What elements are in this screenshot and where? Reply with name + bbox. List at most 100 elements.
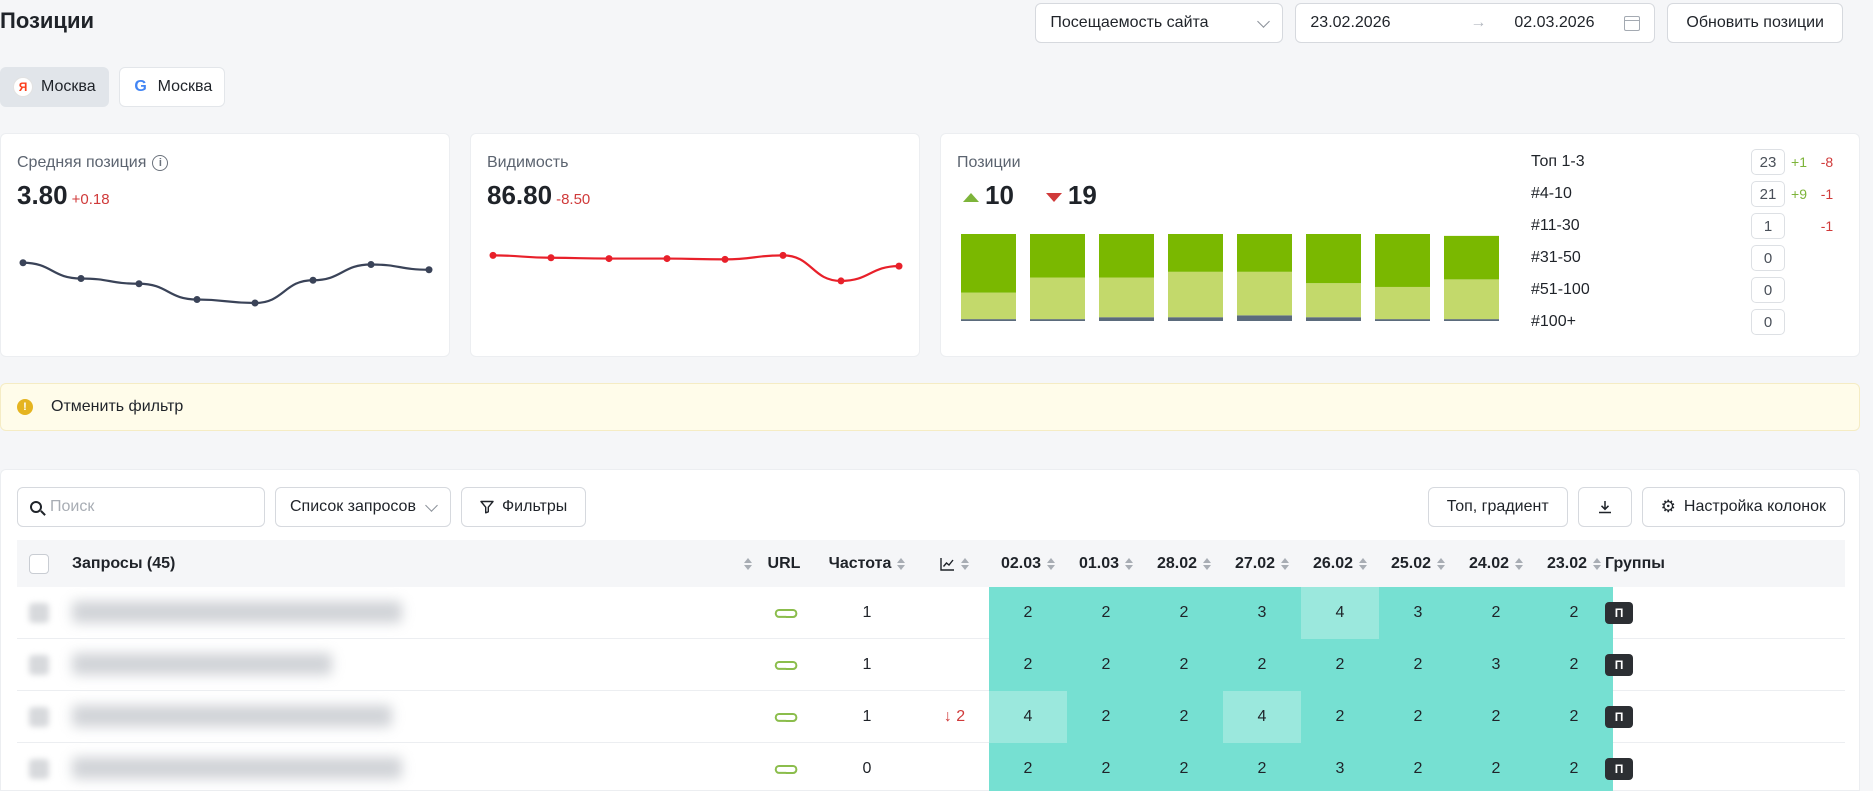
table-row[interactable]: ⊂⊃ 1 2 2 2 3 4 3 2 2 П xyxy=(17,587,1845,639)
distribution-row[interactable]: #100+ 0 xyxy=(1531,306,1841,338)
position-cell[interactable]: 2 xyxy=(1067,691,1145,743)
bar-segment-top3[interactable] xyxy=(961,234,1016,293)
query-text-redacted[interactable] xyxy=(72,705,392,727)
distribution-row[interactable]: #11-30 1 -1 xyxy=(1531,210,1841,242)
col-date[interactable]: 01.03 xyxy=(1067,540,1145,587)
group-badge[interactable]: П xyxy=(1605,758,1633,780)
sort-icon[interactable] xyxy=(1515,557,1524,570)
bar-segment-top3[interactable] xyxy=(1375,234,1430,287)
sort-icon[interactable] xyxy=(1593,557,1602,570)
sort-icon[interactable] xyxy=(1125,557,1134,570)
position-cell[interactable]: 2 xyxy=(1535,691,1613,743)
link-icon[interactable]: ⊂⊃ xyxy=(772,706,799,727)
refresh-positions-button[interactable]: Обновить позиции xyxy=(1667,3,1843,43)
date-range-picker[interactable]: 23.02.2026 → 02.03.2026 xyxy=(1295,3,1656,43)
query-list-select[interactable]: Список запросов xyxy=(275,487,451,527)
bar-segment-11-30[interactable] xyxy=(1030,319,1085,321)
position-cell[interactable]: 2 xyxy=(1145,587,1223,639)
date-from[interactable]: 23.02.2026 xyxy=(1310,14,1391,31)
sort-icon[interactable] xyxy=(1281,557,1290,570)
bar-segment-4-10[interactable] xyxy=(1375,286,1430,320)
avg-position-point[interactable] xyxy=(367,261,375,268)
visibility-point[interactable] xyxy=(895,262,903,270)
bar-segment-top3[interactable] xyxy=(1306,234,1361,284)
position-cell[interactable]: 2 xyxy=(989,639,1067,691)
select-all-checkbox[interactable] xyxy=(29,553,49,574)
position-cell[interactable]: 2 xyxy=(1067,743,1145,791)
sort-icon[interactable] xyxy=(1437,557,1446,570)
position-cell[interactable]: 4 xyxy=(1301,587,1379,639)
col-trend[interactable] xyxy=(927,540,982,587)
sort-icon[interactable] xyxy=(1047,557,1056,570)
row-checkbox[interactable] xyxy=(29,759,49,779)
bar-segment-11-30[interactable] xyxy=(1375,319,1430,321)
position-cell[interactable]: 4 xyxy=(1223,691,1301,743)
top-gradient-button[interactable]: Топ, градиент xyxy=(1427,487,1568,527)
bar-segment-top3[interactable] xyxy=(1030,234,1085,278)
sort-icon[interactable] xyxy=(744,557,752,570)
position-cell[interactable]: 2 xyxy=(1301,639,1379,691)
position-cell[interactable]: 2 xyxy=(1067,587,1145,639)
visibility-point[interactable] xyxy=(837,277,845,285)
info-icon[interactable]: i xyxy=(152,155,169,171)
table-row[interactable]: ⊂⊃ 0 2 2 2 2 3 2 2 2 П xyxy=(17,743,1845,791)
visibility-point[interactable] xyxy=(547,254,555,262)
position-cell[interactable]: 2 xyxy=(1379,639,1457,691)
position-cell[interactable]: 3 xyxy=(1457,639,1535,691)
bar-segment-11-30[interactable] xyxy=(1099,317,1154,321)
bar-segment-4-10[interactable] xyxy=(1030,277,1085,320)
bar-segment-11-30[interactable] xyxy=(1306,317,1361,321)
bar-segment-11-30[interactable] xyxy=(1168,317,1223,321)
position-cell[interactable]: 2 xyxy=(1379,691,1457,743)
position-cell[interactable]: 3 xyxy=(1223,587,1301,639)
position-cell[interactable]: 2 xyxy=(1223,639,1301,691)
row-checkbox[interactable] xyxy=(29,603,49,623)
region-tab-google[interactable]: G Москва xyxy=(118,67,226,107)
query-text-redacted[interactable] xyxy=(72,601,402,623)
position-cell[interactable]: 2 xyxy=(1535,743,1613,791)
bar-segment-4-10[interactable] xyxy=(1444,279,1499,320)
position-cell[interactable]: 2 xyxy=(1145,639,1223,691)
position-cell[interactable]: 3 xyxy=(1301,743,1379,791)
sort-icon[interactable] xyxy=(1359,557,1368,570)
avg-position-point[interactable] xyxy=(425,266,433,274)
avg-position-point[interactable] xyxy=(251,299,259,307)
col-date[interactable]: 02.03 xyxy=(989,540,1067,587)
link-icon[interactable]: ⊂⊃ xyxy=(772,602,799,623)
distribution-row[interactable]: #31-50 0 xyxy=(1531,242,1841,274)
bar-segment-4-10[interactable] xyxy=(1099,277,1154,318)
group-badge[interactable]: П xyxy=(1605,706,1633,728)
position-cell[interactable]: 2 xyxy=(1457,587,1535,639)
bar-segment-4-10[interactable] xyxy=(961,292,1016,320)
position-cell[interactable]: 2 xyxy=(1145,743,1223,791)
sort-icon[interactable] xyxy=(897,557,906,570)
bar-segment-4-10[interactable] xyxy=(1168,271,1223,318)
position-cell[interactable]: 2 xyxy=(1535,639,1613,691)
visibility-point[interactable] xyxy=(721,255,729,263)
bar-segment-top3[interactable] xyxy=(1444,235,1499,280)
position-cell[interactable]: 2 xyxy=(1457,743,1535,791)
column-settings-button[interactable]: ⚙ Настройка колонок xyxy=(1641,487,1845,527)
col-date[interactable]: 23.02 xyxy=(1535,540,1613,587)
position-cell[interactable]: 2 xyxy=(1145,691,1223,743)
col-date[interactable]: 27.02 xyxy=(1223,540,1301,587)
avg-position-point[interactable] xyxy=(193,296,201,303)
col-date[interactable]: 26.02 xyxy=(1301,540,1379,587)
bar-segment-4-10[interactable] xyxy=(1237,271,1292,316)
distribution-row[interactable]: #51-100 0 xyxy=(1531,274,1841,306)
col-query[interactable]: Запросы (45) xyxy=(72,540,752,587)
position-cell[interactable]: 2 xyxy=(1457,691,1535,743)
filters-button[interactable]: Фильтры xyxy=(461,487,587,527)
position-cell[interactable]: 2 xyxy=(989,743,1067,791)
col-frequency[interactable]: Частота xyxy=(817,540,917,587)
visibility-point[interactable] xyxy=(663,255,671,263)
download-button[interactable] xyxy=(1577,487,1632,527)
table-row[interactable]: ⊂⊃ 1 2 2 2 2 2 2 3 2 П xyxy=(17,639,1845,691)
position-cell[interactable]: 3 xyxy=(1379,587,1457,639)
sort-icon[interactable] xyxy=(1203,557,1212,570)
position-cell[interactable]: 2 xyxy=(989,587,1067,639)
source-select[interactable]: Посещаемость сайта xyxy=(1035,3,1284,43)
visibility-point[interactable] xyxy=(489,251,497,259)
bar-segment-11-30[interactable] xyxy=(1444,319,1499,321)
